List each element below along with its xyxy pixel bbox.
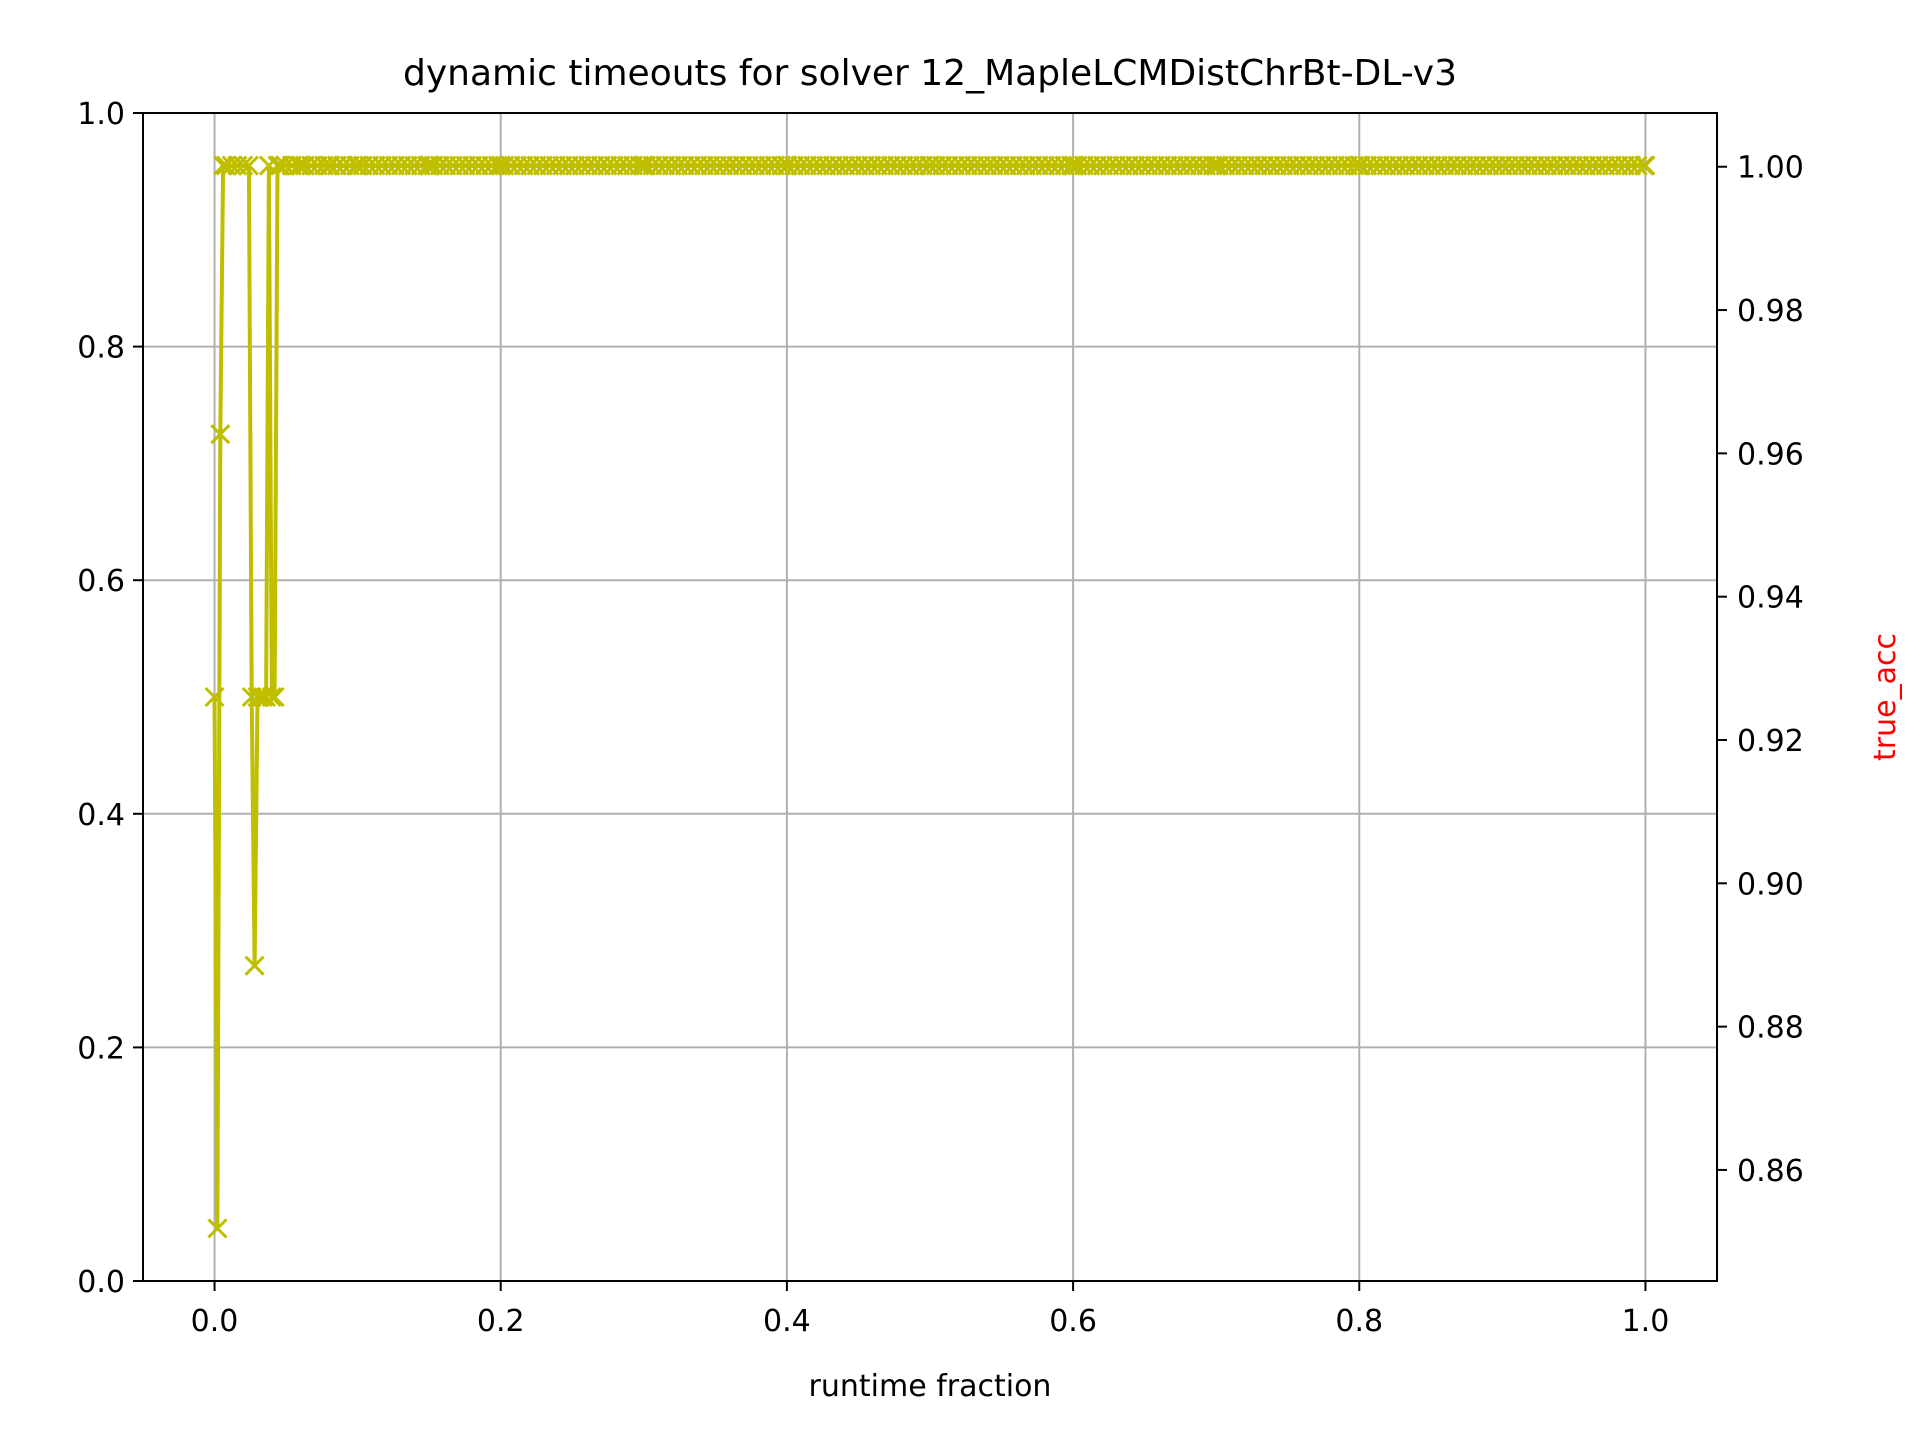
marker-stroke [238,155,259,176]
y-tick-label: 0.6 [77,564,125,599]
marker-stroke [210,424,231,445]
data-point [264,686,285,708]
grid-lines [143,112,1717,1282]
y2-tick-label: 1.00 [1737,151,1804,186]
x-tick-label: 0.6 [1049,1304,1097,1339]
data-point [238,155,259,176]
y2-tick-label: 0.92 [1737,724,1804,759]
plateau-marker [1633,155,1655,176]
x-tick-label: 0.8 [1335,1304,1383,1339]
x-tick-label: 1.0 [1622,1304,1670,1339]
series-layer [204,155,1656,1239]
y2-tick-label: 0.90 [1737,867,1804,902]
y-tick-label: 1.0 [77,97,125,132]
data-point [213,155,234,176]
marker-stroke [264,686,285,708]
plateau-marker [1627,155,1648,176]
y2-tick-label: 0.98 [1737,294,1804,329]
y2-tick-label: 0.86 [1737,1154,1804,1189]
marker-stroke [261,686,282,708]
x-axis-label: runtime fraction [809,1369,1052,1404]
data-point [207,1218,228,1239]
y-tick-label: 0.4 [77,798,125,833]
marker-stroke [207,1218,228,1239]
chart-title: dynamic timeouts for solver 12_MapleLCMD… [403,53,1457,94]
marker-stroke [255,686,277,708]
marker-stroke [213,155,234,176]
marker-stroke [204,686,225,708]
plateau-marker-band [268,155,1655,176]
plot-frame [142,112,1718,1282]
y-tick-label: 0.0 [77,1265,125,1300]
marker-stroke [233,155,254,176]
data-point [247,686,268,708]
y2-tick-label: 0.96 [1737,437,1804,472]
y2-tick-label: 0.88 [1737,1011,1804,1046]
y-tick-label: 0.8 [77,331,125,366]
data-point [204,686,225,708]
data-point [261,686,282,708]
marker-stroke [244,955,265,976]
ticks-layer: 0.0 0.2 0.4 0.6 0.8 1.0 0.0 0.2 0.4 0.6 0.8 1.0 0.86… [77,97,1804,1339]
series-line [212,163,1646,1231]
x-tick-label: 0.0 [191,1304,239,1339]
data-point [255,686,277,708]
x-tick-label: 0.2 [477,1304,525,1339]
y-tick-label: 0.2 [77,1031,125,1066]
x-tick-label: 0.4 [763,1304,811,1339]
right-axis-label: true_acc [1868,633,1903,761]
data-point [244,955,265,976]
y2-tick-label: 0.94 [1737,581,1804,616]
marker-stroke [247,686,268,708]
data-point [233,155,254,176]
data-point [210,424,231,445]
